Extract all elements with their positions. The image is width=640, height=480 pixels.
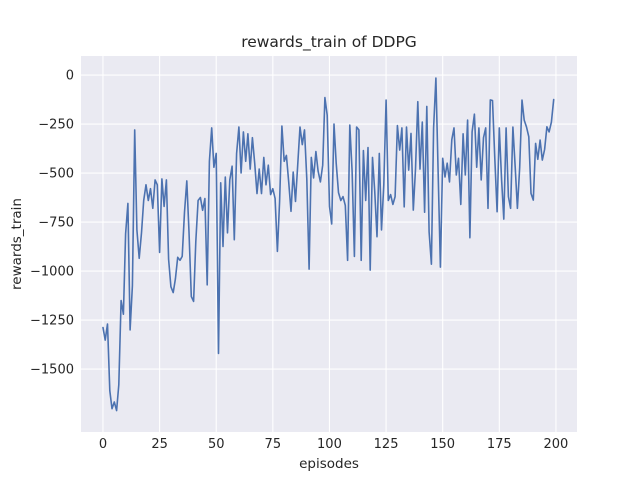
y-tick-label: −1000 <box>30 265 74 280</box>
y-tick-label: 0 <box>66 69 74 84</box>
x-tick-label: 150 <box>430 437 455 452</box>
x-tick-label: 0 <box>99 437 107 452</box>
y-tick-label: −1250 <box>30 314 74 329</box>
y-tick-label: −500 <box>38 167 74 182</box>
y-tick-label: −1500 <box>30 363 74 378</box>
x-tick-label: 50 <box>208 437 225 452</box>
x-tick-label: 125 <box>374 437 399 452</box>
y-axis-label: rewards_train <box>9 198 25 290</box>
x-tick-label: 175 <box>487 437 512 452</box>
x-axis-label: episodes <box>299 456 359 472</box>
x-tick-label: 75 <box>265 437 282 452</box>
x-tick-label: 25 <box>151 437 168 452</box>
chart-title: rewards_train of DDPG <box>241 33 417 51</box>
x-tick-label: 100 <box>317 437 342 452</box>
reward-line <box>102 77 555 412</box>
y-tick-label: −250 <box>38 118 74 133</box>
y-tick-label: −750 <box>38 216 74 231</box>
x-tick-label: 200 <box>544 437 569 452</box>
